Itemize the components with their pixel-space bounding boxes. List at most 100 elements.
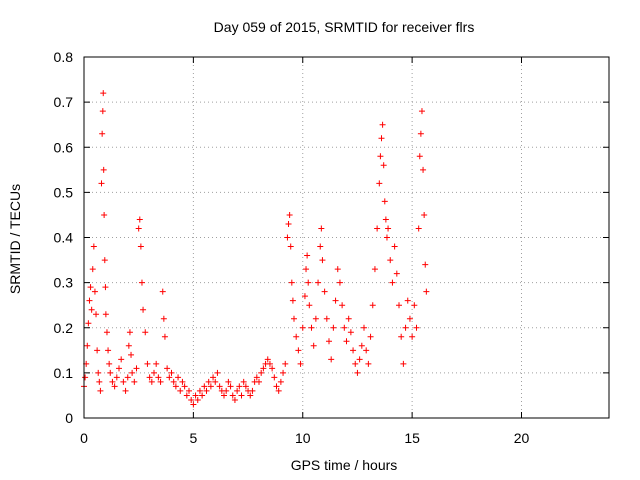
data-point (107, 369, 114, 376)
y-axis-label: SRMTID / TECUs (7, 184, 23, 294)
data-point (404, 297, 411, 304)
data-point (301, 293, 308, 300)
data-point (280, 369, 287, 376)
data-point (236, 383, 243, 390)
data-point (186, 387, 192, 394)
data-point (288, 279, 295, 286)
data-point (420, 166, 427, 173)
data-point (330, 324, 337, 331)
data-point (82, 374, 89, 381)
data-point (422, 261, 429, 268)
data-point (378, 135, 385, 142)
data-point (103, 329, 110, 336)
data-point (101, 257, 108, 264)
data-point (135, 225, 142, 232)
data-point (136, 216, 143, 223)
data-point (350, 347, 357, 354)
data-point (328, 356, 335, 363)
data-point (210, 374, 217, 381)
data-point (396, 302, 402, 309)
data-point (339, 302, 346, 309)
data-point (323, 315, 330, 322)
y-tick-label: 0.7 (54, 94, 74, 110)
axis-ticks: 0 0.1 0.2 0.3 0.4 0.5 0.6 0.7 0.8 0 5 10 15 20 (54, 49, 609, 446)
data-point (188, 396, 195, 403)
data-point (231, 396, 238, 403)
data-point (358, 342, 365, 349)
data-point (413, 324, 420, 331)
data-point (299, 324, 306, 331)
data-point (380, 162, 387, 169)
data-point (160, 315, 167, 322)
data-points (81, 90, 430, 408)
y-tick-label: 0.2 (54, 320, 74, 336)
data-point (207, 383, 214, 390)
data-point (354, 369, 361, 376)
data-point (286, 211, 293, 218)
y-tick-label: 0.3 (54, 275, 74, 291)
y-tick-label: 0.8 (54, 49, 74, 65)
data-point (379, 121, 386, 128)
data-point (118, 356, 125, 363)
data-point (305, 279, 312, 286)
data-point (318, 225, 325, 232)
data-point (326, 338, 332, 345)
data-point (225, 378, 232, 385)
data-point (234, 387, 241, 394)
y-tick-label: 0.1 (54, 365, 74, 381)
data-point (177, 387, 184, 394)
data-point (196, 387, 203, 394)
data-point (304, 252, 311, 259)
data-point (99, 108, 106, 115)
data-point (133, 365, 140, 372)
y-tick-label: 0.5 (54, 184, 74, 200)
data-point (273, 383, 280, 390)
data-point (367, 333, 374, 340)
data-point (179, 378, 186, 385)
grid-lines (84, 57, 609, 418)
data-point (138, 279, 145, 286)
data-point (212, 378, 219, 385)
data-point (389, 279, 396, 286)
data-point (88, 306, 95, 313)
data-point (391, 243, 398, 250)
data-point (393, 270, 400, 277)
data-point (266, 360, 273, 367)
y-tick-label: 0 (65, 410, 73, 426)
data-point (332, 297, 339, 304)
data-point (87, 284, 94, 291)
data-point (341, 324, 348, 331)
data-point (369, 302, 376, 309)
data-point (306, 302, 313, 309)
data-point (319, 257, 326, 264)
data-point (89, 266, 96, 273)
data-point (95, 369, 102, 376)
data-point (175, 374, 182, 381)
data-point (84, 342, 91, 349)
data-point (91, 288, 98, 295)
data-point (297, 360, 304, 367)
data-point (240, 378, 247, 385)
data-point (125, 342, 132, 349)
data-point (409, 333, 416, 340)
data-point (201, 383, 208, 390)
data-point (157, 378, 164, 385)
data-point (352, 360, 359, 367)
data-point (216, 383, 223, 390)
data-point (85, 320, 92, 327)
data-point (381, 198, 388, 205)
data-point (203, 387, 210, 394)
data-point (365, 360, 372, 367)
data-point (247, 392, 254, 399)
data-point (260, 365, 267, 372)
data-point (100, 166, 107, 173)
data-point (376, 180, 383, 187)
data-point (321, 288, 328, 295)
data-point (242, 383, 249, 390)
data-point (153, 360, 160, 367)
data-point (99, 130, 106, 137)
data-point (199, 392, 206, 399)
data-point (126, 329, 133, 336)
data-point (385, 225, 392, 232)
